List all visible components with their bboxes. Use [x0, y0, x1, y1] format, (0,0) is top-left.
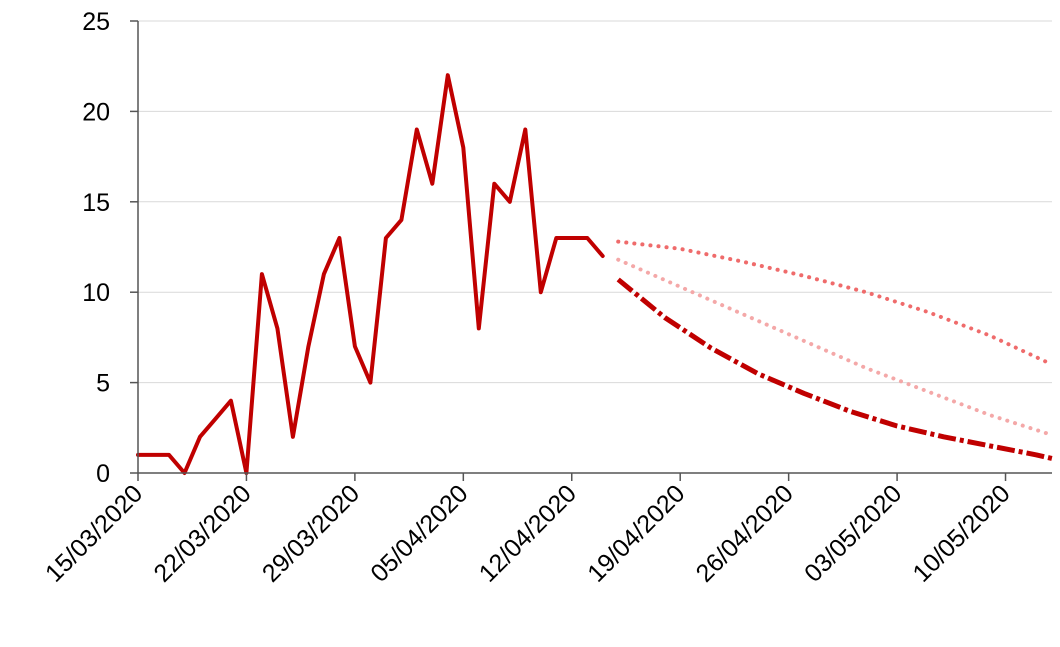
y-tick-label: 10: [82, 279, 110, 307]
x-tick-label: 29/03/2020: [257, 479, 365, 587]
y-tick-label: 15: [82, 189, 110, 217]
series-line-dashed-2: [616, 277, 1053, 461]
y-tick-label: 0: [96, 460, 110, 488]
y-tick-label: 25: [82, 8, 110, 36]
axes: [137, 21, 1052, 474]
x-tick-label: 10/05/2020: [907, 479, 1015, 587]
x-tick-label: 19/04/2020: [582, 479, 690, 587]
gridlines: [138, 20, 1052, 384]
y-tick-label: 20: [82, 98, 110, 126]
x-tick-label: 26/04/2020: [691, 479, 799, 587]
x-tick-labels: 15/03/2020 22/03/2020 29/03/2020 05/04/2020…: [40, 473, 1016, 588]
x-tick-label: 05/04/2020: [365, 479, 473, 587]
x-tick-label: 15/03/2020: [40, 479, 148, 587]
series-line-dotted-3: [616, 257, 1054, 437]
series-line-solid-1: [136, 73, 605, 475]
y-tick-labels: 0 5 10 15 20 25: [82, 8, 138, 488]
x-tick-label: 12/04/2020: [474, 479, 582, 587]
series-group: [136, 73, 1054, 475]
y-tick-label: 5: [96, 370, 110, 398]
series-line-dotted-4: [616, 239, 1054, 367]
x-tick-label: 22/03/2020: [148, 479, 256, 587]
x-tick-label: 03/05/2020: [799, 479, 907, 587]
